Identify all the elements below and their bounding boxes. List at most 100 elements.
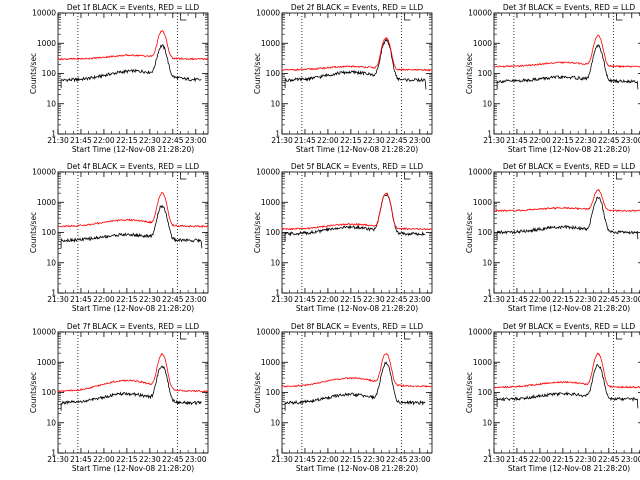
range-marker: [180, 173, 187, 180]
y-tick-label: 1: [487, 289, 492, 298]
y-tick-label: 1: [51, 449, 56, 458]
series-events-line: [60, 44, 202, 89]
y-tick-label: 100: [42, 388, 57, 397]
y-tick-label: 100: [42, 69, 57, 78]
y-axis-label: Counts/sec: [253, 372, 262, 413]
plot-frame: [493, 12, 640, 135]
y-tick-label: 10: [46, 99, 56, 108]
y-tick-label: 100: [478, 228, 493, 237]
series-lld-line: [493, 34, 640, 69]
series-events-line: [284, 38, 427, 90]
y-tick-label: 10: [482, 418, 492, 427]
x-tick-label: 23:00: [185, 455, 207, 464]
plot-frame: [57, 171, 209, 294]
y-tick-label: 10: [482, 99, 492, 108]
range-marker: [404, 14, 411, 21]
range-marker: [616, 333, 623, 340]
x-tick-label: 21:30: [483, 455, 505, 464]
y-tick-label: 100: [42, 228, 57, 237]
chart-panel-5: Det 5f BLACK = Events, RED = LLD 1 10 100 10…: [253, 162, 433, 313]
chart-panel-3: Det 3f BLACK = Events, RED = LLD 1 10 100 10…: [465, 3, 640, 154]
y-tick-label: 100: [266, 388, 281, 397]
chart-title: Det 2f BLACK = Events, RED = LLD: [291, 3, 424, 12]
x-tick-label: 22:00: [317, 295, 339, 304]
x-tick-label: 23:00: [621, 136, 640, 145]
series-lld-line: [57, 192, 208, 228]
chart-panel-2: Det 2f BLACK = Events, RED = LLD 1 10 100 10…: [253, 3, 433, 154]
x-tick-label: 23:00: [185, 136, 207, 145]
y-tick-label: 1: [51, 289, 56, 298]
x-tick-label: 23:00: [409, 455, 431, 464]
x-tick-label: 22:30: [363, 136, 385, 145]
x-tick-label: 22:00: [93, 295, 115, 304]
y-tick-label: 1000: [473, 358, 492, 367]
series-events-line: [496, 43, 639, 90]
series-lld-line: [58, 352, 208, 393]
x-tick-label: 22:45: [162, 295, 184, 304]
series-lld-line: [57, 30, 208, 61]
range-marker: [180, 333, 187, 340]
x-tick-label: 22:15: [116, 136, 138, 145]
x-tick-label: 22:15: [116, 455, 138, 464]
plot-frame: [57, 331, 209, 454]
y-tick-label: 100: [266, 69, 281, 78]
x-tick-label: 22:00: [93, 136, 115, 145]
x-axis-label: Start Time (12-Nov-08 21:28:20): [72, 464, 194, 473]
chart-title: Det 4f BLACK = Events, RED = LLD: [67, 162, 200, 171]
y-tick-label: 1000: [261, 358, 280, 367]
chart-title: Det 9f BLACK = Events, RED = LLD: [503, 322, 636, 331]
x-tick-label: 22:30: [363, 295, 385, 304]
y-tick-label: 1000: [473, 39, 492, 48]
x-tick-label: 22:15: [340, 295, 362, 304]
chart-panel-9: Det 9f BLACK = Events, RED = LLD 1 10 100 10…: [465, 322, 640, 473]
range-marker: [616, 14, 623, 21]
chart-title: Det 7f BLACK = Events, RED = LLD: [67, 322, 200, 331]
y-tick-label: 100: [266, 228, 281, 237]
series-lld-line: [493, 188, 640, 213]
x-tick-label: 21:45: [294, 136, 316, 145]
x-tick-label: 21:30: [47, 455, 69, 464]
chart-title: Det 3f BLACK = Events, RED = LLD: [503, 3, 636, 12]
range-marker: [616, 173, 623, 180]
plot-frame: [281, 12, 433, 135]
y-tick-label: 10000: [32, 9, 56, 18]
x-tick-label: 23:00: [621, 295, 640, 304]
x-tick-label: 21:30: [47, 136, 69, 145]
x-axis-label: Start Time (12-Nov-08 21:28:20): [296, 145, 418, 154]
series-events-line: [284, 360, 426, 411]
y-tick-label: 10000: [256, 9, 280, 18]
x-tick-label: 22:45: [598, 455, 620, 464]
chart-panel-7: Det 7f BLACK = Events, RED = LLD 1 10 100 10…: [29, 322, 209, 473]
x-tick-label: 21:45: [506, 295, 528, 304]
x-tick-label: 22:00: [317, 136, 339, 145]
x-tick-label: 22:30: [575, 295, 597, 304]
y-tick-label: 1000: [37, 39, 56, 48]
y-tick-label: 10000: [256, 328, 280, 337]
y-tick-label: 10000: [468, 328, 492, 337]
x-tick-label: 21:45: [506, 136, 528, 145]
x-tick-label: 22:45: [386, 295, 408, 304]
series-events-line: [496, 363, 639, 409]
y-tick-label: 1: [487, 130, 492, 139]
x-tick-label: 21:30: [271, 295, 293, 304]
series-lld-line: [281, 37, 432, 72]
y-tick-label: 10: [482, 258, 492, 267]
x-tick-label: 22:00: [529, 455, 551, 464]
x-tick-label: 23:00: [409, 136, 431, 145]
y-tick-label: 10000: [32, 168, 56, 177]
x-tick-label: 22:30: [575, 455, 597, 464]
y-axis-label: Counts/sec: [465, 53, 474, 94]
x-tick-label: 22:45: [162, 136, 184, 145]
plot-frame: [57, 12, 209, 135]
x-tick-label: 22:30: [363, 455, 385, 464]
x-tick-label: 21:45: [294, 455, 316, 464]
x-tick-label: 22:45: [386, 455, 408, 464]
y-axis-label: Counts/sec: [465, 372, 474, 413]
y-tick-label: 1000: [473, 198, 492, 207]
y-tick-label: 100: [478, 388, 493, 397]
series-lld-line: [493, 352, 640, 389]
y-tick-label: 1: [487, 449, 492, 458]
chart-panel-1: Det 1f BLACK = Events, RED = LLD 1 10 100 10…: [29, 3, 209, 154]
chart-panel-6: Det 6f BLACK = Events, RED = LLD 1 10 100 10…: [465, 162, 640, 313]
x-tick-label: 21:30: [47, 295, 69, 304]
